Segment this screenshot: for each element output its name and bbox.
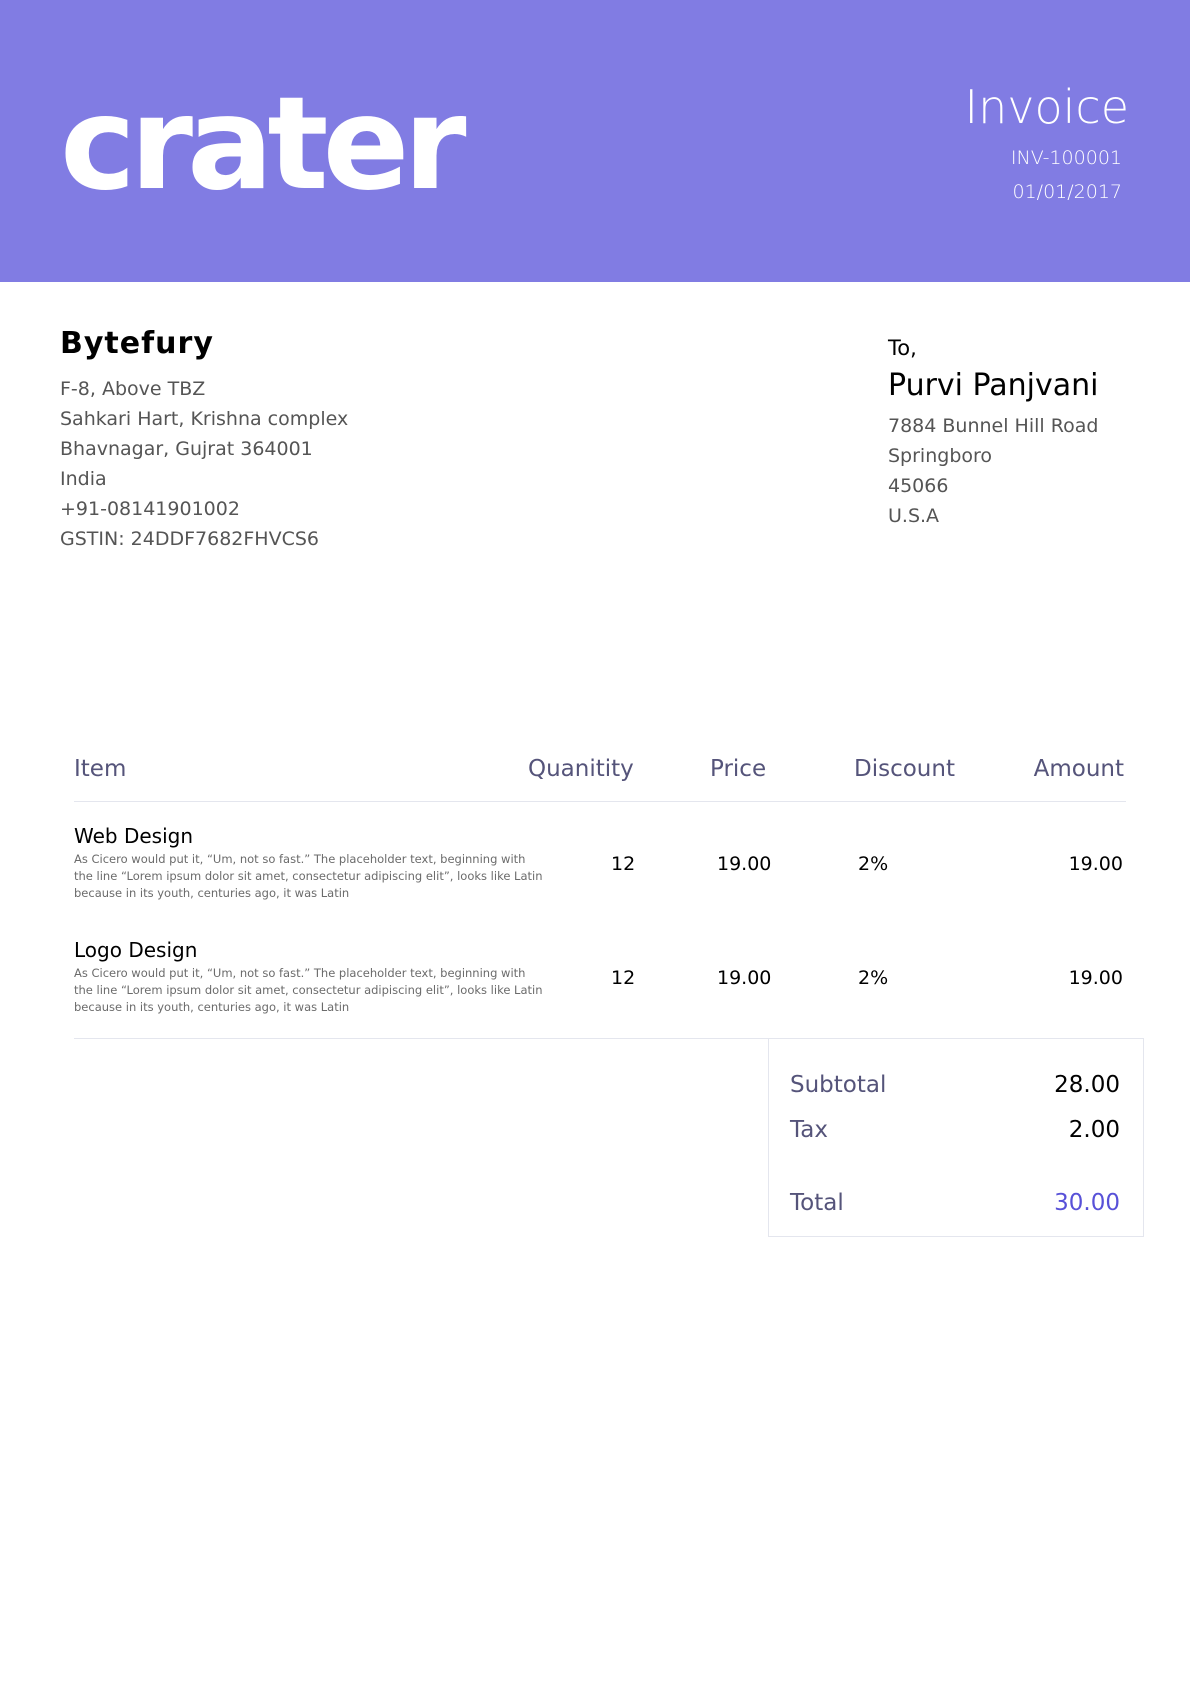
- address-line: Springboro: [888, 445, 993, 467]
- invoice-number: INV-100001: [1010, 147, 1122, 169]
- item-amount: 19.00: [1068, 967, 1123, 989]
- header-price: Price: [710, 756, 767, 782]
- crater-logo: crater: [60, 88, 472, 196]
- tax-label: Tax: [790, 1117, 828, 1143]
- invoice-header: crater Invoice INV-100001 01/01/2017: [0, 0, 1190, 282]
- item-title: Web Design: [74, 824, 194, 848]
- customer-address: 7884 Bunnel Hill Road Springboro 45066 U…: [888, 411, 1098, 531]
- address-line: India: [60, 468, 107, 490]
- header-amount: Amount: [1033, 756, 1124, 782]
- address-line: 45066: [888, 475, 949, 497]
- item-title: Logo Design: [74, 938, 198, 962]
- divider: [74, 801, 1126, 802]
- item-description: As Cicero would put it, “Um, not so fast…: [74, 966, 543, 1014]
- phone: +91-08141901002: [60, 498, 240, 520]
- customer-name: Purvi Panjvani: [888, 368, 1099, 403]
- item-discount: 2%: [858, 967, 889, 989]
- address-line: Bhavnagar, Gujrat 364001: [60, 438, 313, 460]
- divider: [74, 1038, 768, 1039]
- to-label: To,: [888, 336, 917, 360]
- item-price: 19.00: [717, 853, 772, 875]
- address-line: F-8, Above TBZ: [60, 378, 206, 400]
- invoice-title: Invoice: [964, 80, 1129, 134]
- subtotal-label: Subtotal: [790, 1072, 887, 1098]
- tax-value: 2.00: [1068, 1117, 1120, 1143]
- totals-box: [768, 1038, 1144, 1237]
- subtotal-value: 28.00: [1054, 1072, 1120, 1098]
- address-line: 7884 Bunnel Hill Road: [888, 415, 1099, 437]
- item-quantity: 12: [611, 967, 636, 989]
- gstin: GSTIN: 24DDF7682FHVCS6: [60, 528, 319, 550]
- total-value: 30.00: [1054, 1190, 1120, 1216]
- address-line: U.S.A: [888, 505, 940, 527]
- item-price: 19.00: [717, 967, 772, 989]
- total-label: Total: [790, 1190, 844, 1216]
- item-amount: 19.00: [1068, 853, 1123, 875]
- item-discount: 2%: [858, 853, 889, 875]
- invoice-date: 01/01/2017: [1012, 181, 1122, 203]
- company-address: F-8, Above TBZ Sahkari Hart, Krishna com…: [60, 374, 348, 554]
- header-discount: Discount: [854, 756, 955, 782]
- item-description: As Cicero would put it, “Um, not so fast…: [74, 852, 543, 900]
- header-quantity: Quanitity: [528, 756, 634, 782]
- svg-text:crater: crater: [60, 88, 466, 196]
- item-quantity: 12: [611, 853, 636, 875]
- address-line: Sahkari Hart, Krishna complex: [60, 408, 349, 430]
- header-item: Item: [74, 756, 127, 782]
- company-name: Bytefury: [60, 326, 214, 361]
